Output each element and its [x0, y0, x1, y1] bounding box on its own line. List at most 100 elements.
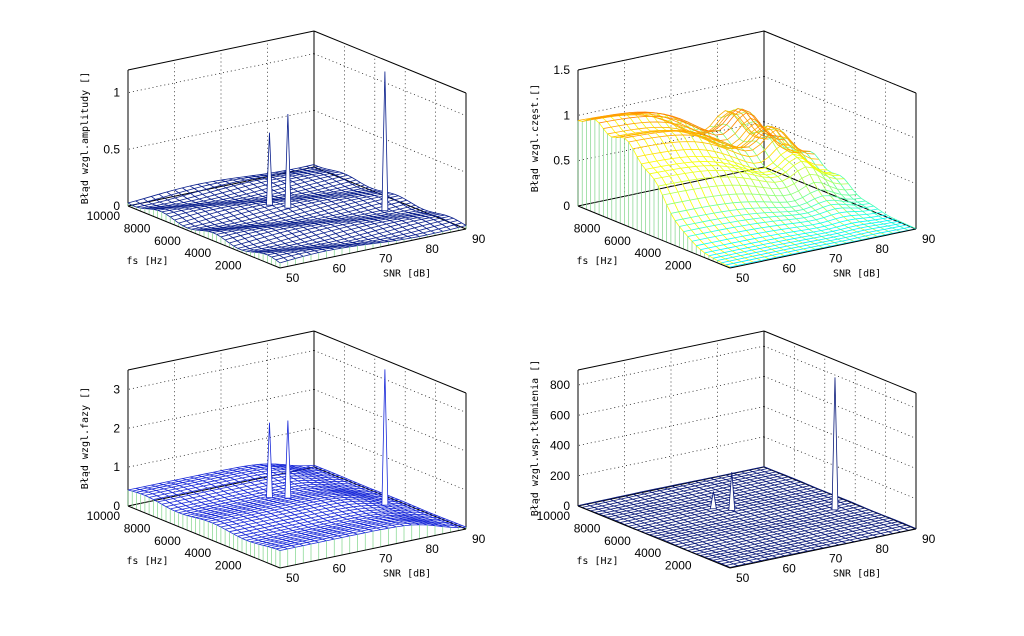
axis-line [279, 228, 467, 269]
mesh-line [607, 477, 794, 518]
mesh-line [216, 197, 403, 235]
mesh-line [220, 500, 407, 528]
mesh-line [267, 217, 454, 256]
mesh-line [233, 507, 420, 535]
fs-tick-label: 2000 [215, 259, 242, 273]
mesh-line [127, 463, 315, 491]
mesh-line [645, 493, 832, 534]
mesh-line [615, 481, 803, 522]
snr-tick-label: 50 [736, 571, 750, 585]
mesh-line [199, 492, 386, 520]
mesh-line [608, 113, 762, 261]
mesh-line [220, 199, 407, 238]
z-tick-label: 1 [113, 86, 120, 100]
axis-line [127, 505, 281, 569]
snr-tick-label: 70 [379, 252, 393, 266]
grid-line [313, 110, 467, 173]
fs-tick-label: 2000 [665, 559, 692, 573]
surface-skirt [127, 203, 467, 268]
mesh-line [624, 126, 811, 152]
mesh-line [195, 190, 382, 231]
fs-tick-label: 4000 [634, 246, 661, 260]
mesh-line [263, 216, 450, 254]
mesh-line [170, 481, 357, 510]
mesh-line [161, 174, 348, 213]
box-edge [313, 30, 467, 94]
mesh-line [246, 211, 433, 252]
mesh-line [691, 512, 879, 553]
snr-tick-label: 90 [922, 232, 936, 246]
mesh-line [662, 173, 849, 196]
axis-line [729, 528, 917, 569]
axis-line [729, 228, 917, 269]
mesh-line [603, 476, 790, 516]
mesh-line [708, 218, 895, 257]
mesh-line [157, 475, 344, 503]
mesh-line [611, 479, 798, 520]
mesh-line [713, 521, 900, 561]
z-tick-label: 0.5 [553, 154, 570, 168]
mesh-line [220, 179, 374, 245]
grid-line [763, 166, 917, 230]
mesh-line [241, 511, 429, 539]
mesh-line [582, 111, 769, 140]
snr-tick-label: 90 [922, 532, 936, 546]
mesh-line [136, 466, 323, 493]
mesh-line [161, 477, 348, 505]
z-axis-label: Błąd wzgl.wsp.tłumienia [] [530, 360, 541, 517]
mesh-line [271, 220, 458, 258]
mesh-line [615, 126, 803, 154]
mesh-line [275, 222, 462, 261]
mesh-line [641, 492, 828, 532]
mesh-line [670, 503, 857, 544]
mesh-line [165, 479, 353, 507]
mesh-line [582, 468, 769, 508]
mesh-line [187, 488, 374, 516]
mesh-line [662, 500, 849, 540]
snr-tick-label: 60 [783, 261, 797, 275]
grid-line [313, 166, 467, 230]
mesh-line [140, 168, 327, 209]
mesh-line [708, 519, 895, 559]
mesh-line [683, 509, 870, 550]
mesh-line [696, 514, 883, 555]
mesh-line [590, 471, 777, 512]
snr-tick-label: 60 [333, 261, 347, 275]
mesh-line [653, 497, 841, 537]
grid-line [763, 436, 917, 500]
mesh-line [191, 189, 378, 230]
mesh-line [237, 209, 424, 249]
mesh-line [212, 195, 399, 233]
mesh-line [203, 192, 391, 232]
mesh-line [212, 496, 399, 524]
mesh-line [136, 167, 323, 208]
surface-mesh [577, 108, 917, 268]
mesh-line [191, 489, 378, 518]
fs-tick-label: 8000 [574, 221, 601, 235]
mesh-line [700, 214, 887, 250]
mesh-line [241, 210, 429, 251]
mesh-line [225, 502, 412, 530]
mesh-line [246, 513, 433, 541]
grid-line [127, 53, 315, 94]
z-axis-label: Błąd wzgl.częst.[] [530, 84, 541, 192]
z-tick-label: 200 [550, 469, 570, 483]
z-tick-label: 600 [550, 408, 570, 422]
snr-tick-label: 50 [286, 571, 300, 585]
mesh-line [258, 214, 445, 253]
snr-axis-label: SNR [dB] [833, 569, 881, 580]
mesh-line [233, 207, 420, 247]
mesh-line [691, 208, 879, 242]
fs-tick-label: 6000 [604, 534, 631, 548]
snr-tick-label: 90 [472, 232, 486, 246]
mesh-line [586, 109, 773, 139]
fs-tick-label: 10000 [87, 209, 121, 223]
mesh-line [649, 156, 836, 176]
surface-skirt [577, 118, 722, 265]
surface-mesh [127, 164, 467, 264]
snr-tick-label: 80 [426, 542, 440, 556]
z-tick-label: 1 [563, 108, 570, 122]
box-edge [127, 330, 315, 371]
